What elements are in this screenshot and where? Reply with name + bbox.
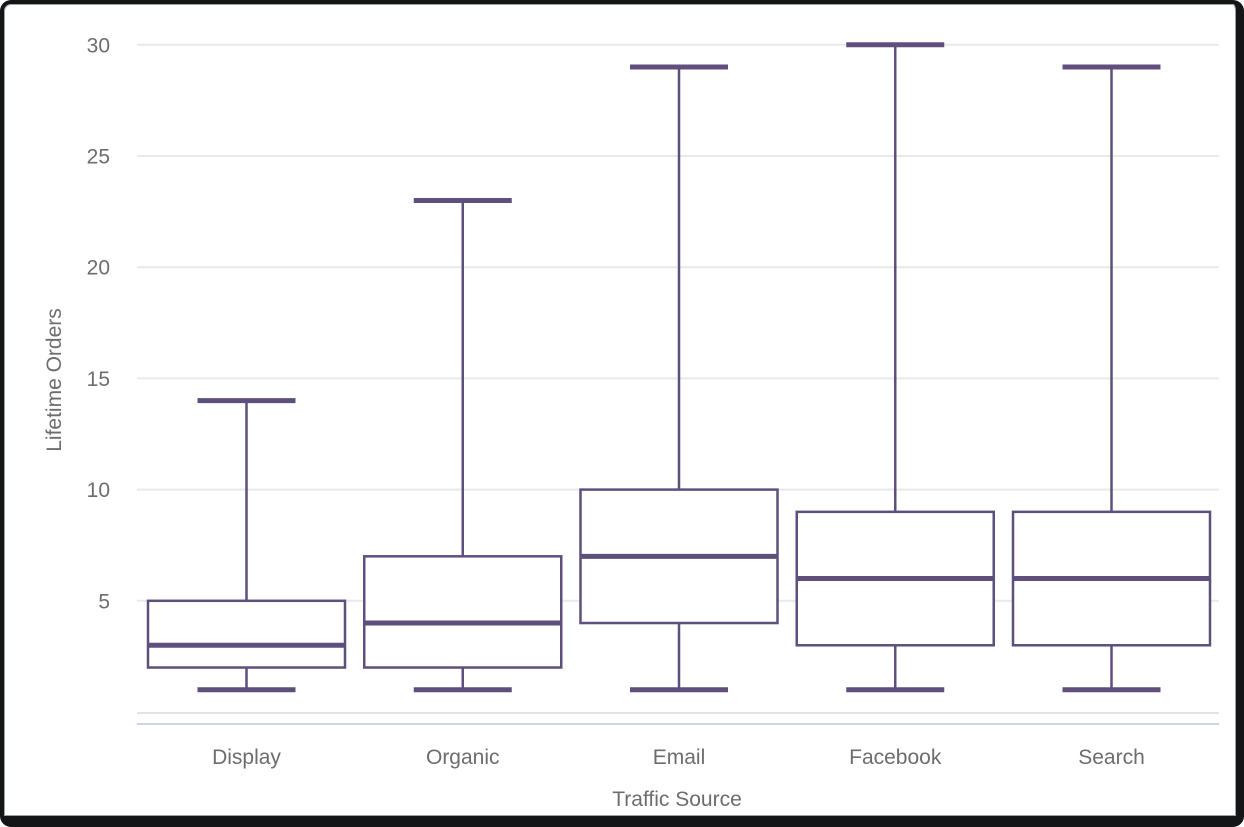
y-tick-label: 30: [87, 34, 110, 57]
y-tick-label: 15: [87, 368, 110, 391]
iqr-box: [363, 555, 563, 669]
x-category-label: Display: [212, 746, 281, 769]
y-tick-label: 5: [98, 590, 110, 613]
boxplot-email[interactable]: [579, 64, 779, 693]
x-category-label: Email: [653, 746, 706, 769]
y-axis-title: Lifetime Orders: [43, 308, 66, 452]
y-tick-label: 20: [87, 257, 110, 280]
x-category-label: Facebook: [849, 746, 942, 769]
x-category-label: Search: [1078, 746, 1145, 769]
y-tick-label: 10: [87, 479, 110, 502]
x-axis-title: Traffic Source: [612, 788, 742, 811]
x-category-label: Organic: [426, 746, 500, 769]
boxplot-search[interactable]: [1011, 64, 1212, 693]
iqr-box: [146, 599, 347, 669]
boxplot-facebook[interactable]: [795, 42, 995, 693]
y-tick-label: 25: [87, 146, 110, 169]
boxplot-display[interactable]: [146, 398, 347, 693]
boxplot-organic[interactable]: [363, 197, 563, 693]
